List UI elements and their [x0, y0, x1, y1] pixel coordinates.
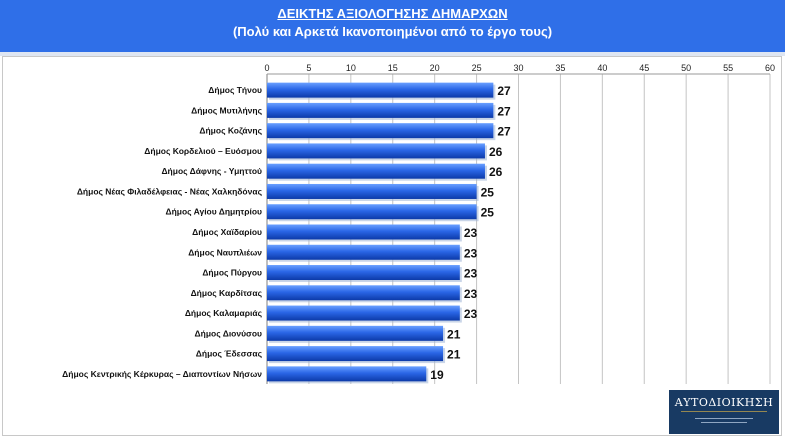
bar [267, 82, 494, 98]
x-tick-label: 40 [597, 63, 607, 73]
value-label: 23 [464, 226, 478, 240]
value-label: 21 [447, 348, 461, 362]
x-tick-label: 10 [346, 63, 356, 73]
value-label: 25 [481, 185, 495, 199]
x-tick-label: 15 [388, 63, 398, 73]
category-label: Δήμος Κεντρικής Κέρκυρας – Διαποντίων Νή… [62, 369, 262, 379]
category-label: Δήμος Αγίου Δημητρίου [165, 207, 262, 217]
x-tick-label: 0 [264, 63, 269, 73]
value-label: 23 [464, 307, 478, 321]
value-label: 21 [447, 327, 461, 341]
header-divider [0, 52, 785, 56]
bar [267, 204, 477, 220]
x-tick-label: 5 [306, 63, 311, 73]
x-tick-label: 45 [639, 63, 649, 73]
value-label: 23 [464, 246, 478, 260]
logo-text: ΑΥΤΟΔΙΟΙΚΗΣΗ [674, 396, 774, 409]
value-label: 23 [464, 267, 478, 281]
value-label: 26 [489, 165, 503, 179]
bar [267, 346, 444, 362]
bar [267, 265, 460, 281]
category-label: Δήμος Ναυπλιέων [188, 247, 262, 257]
bar [267, 244, 460, 260]
x-tick-label: 20 [430, 63, 440, 73]
category-label: Δήμος Νέας Φιλαδέλφειας - Νέας Χαλκηδόνα… [77, 186, 263, 196]
x-axis-ticks: 0 5 10 15 20 25 30 35 40 45 50 55 60 [264, 63, 775, 73]
value-label: 26 [489, 145, 503, 159]
logo-fineprint [701, 422, 747, 423]
chart-frame [2, 56, 782, 436]
x-tick-label: 60 [765, 63, 775, 73]
chart-header: ΔΕΙΚΤΗΣ ΑΞΙΟΛΟΓΗΣΗΣ ΔΗΜΑΡΧΩΝ (Πολύ και Α… [0, 0, 785, 52]
bar [267, 305, 460, 321]
bars [267, 82, 496, 384]
category-label: Δήμος Κοζάνης [199, 126, 262, 136]
chart-subtitle: (Πολύ και Αρκετά Ικανοποιημένοι από το έ… [232, 24, 553, 39]
bar [267, 143, 485, 159]
value-label: 19 [430, 368, 444, 382]
value-label: 23 [464, 287, 478, 301]
bar [267, 163, 485, 179]
bar [267, 102, 494, 118]
bar [267, 224, 460, 240]
category-label: Δήμος Τήνου [208, 85, 262, 95]
x-tick-label: 35 [555, 63, 565, 73]
x-tick-label: 30 [513, 63, 523, 73]
value-label: 27 [497, 104, 511, 118]
bar [267, 285, 460, 301]
logo-fineprint [695, 418, 753, 419]
autodioikisi-logo: ΑΥΤΟΔΙΟΙΚΗΣΗ [669, 390, 779, 434]
category-label: Δήμος Δάφνης - Υμηττού [161, 166, 262, 176]
chart-title: ΔΕΙΚΤΗΣ ΑΞΙΟΛΟΓΗΣΗΣ ΔΗΜΑΡΧΩΝ [277, 6, 508, 21]
bar [267, 325, 444, 341]
category-label: Δήμος Έδεσσας [196, 349, 263, 359]
bar [267, 366, 427, 382]
bar [267, 183, 477, 199]
value-label: 25 [481, 206, 495, 220]
value-label: 27 [497, 84, 511, 98]
x-tick-label: 55 [723, 63, 733, 73]
x-tick-label: 50 [681, 63, 691, 73]
category-label: Δήμος Χαϊδαρίου [192, 227, 262, 237]
category-label: Δήμος Μυτιλήνης [191, 105, 262, 115]
x-tick-label: 25 [472, 63, 482, 73]
value-label: 27 [497, 125, 511, 139]
category-label: Δήμος Διονύσου [195, 328, 263, 338]
category-label: Δήμος Καλαμαριάς [185, 308, 263, 318]
category-labels: Δήμος Τήνου Δήμος Μυτιλήνης Δήμος Κοζάνης Δ… [62, 85, 262, 379]
category-label: Δήμος Κορδελιού – Ευόσμου [144, 146, 262, 156]
category-label: Δήμος Καρδίτσας [191, 288, 263, 298]
category-label: Δήμος Πύργου [202, 268, 262, 278]
logo-rule [681, 411, 767, 412]
bar [267, 123, 494, 139]
